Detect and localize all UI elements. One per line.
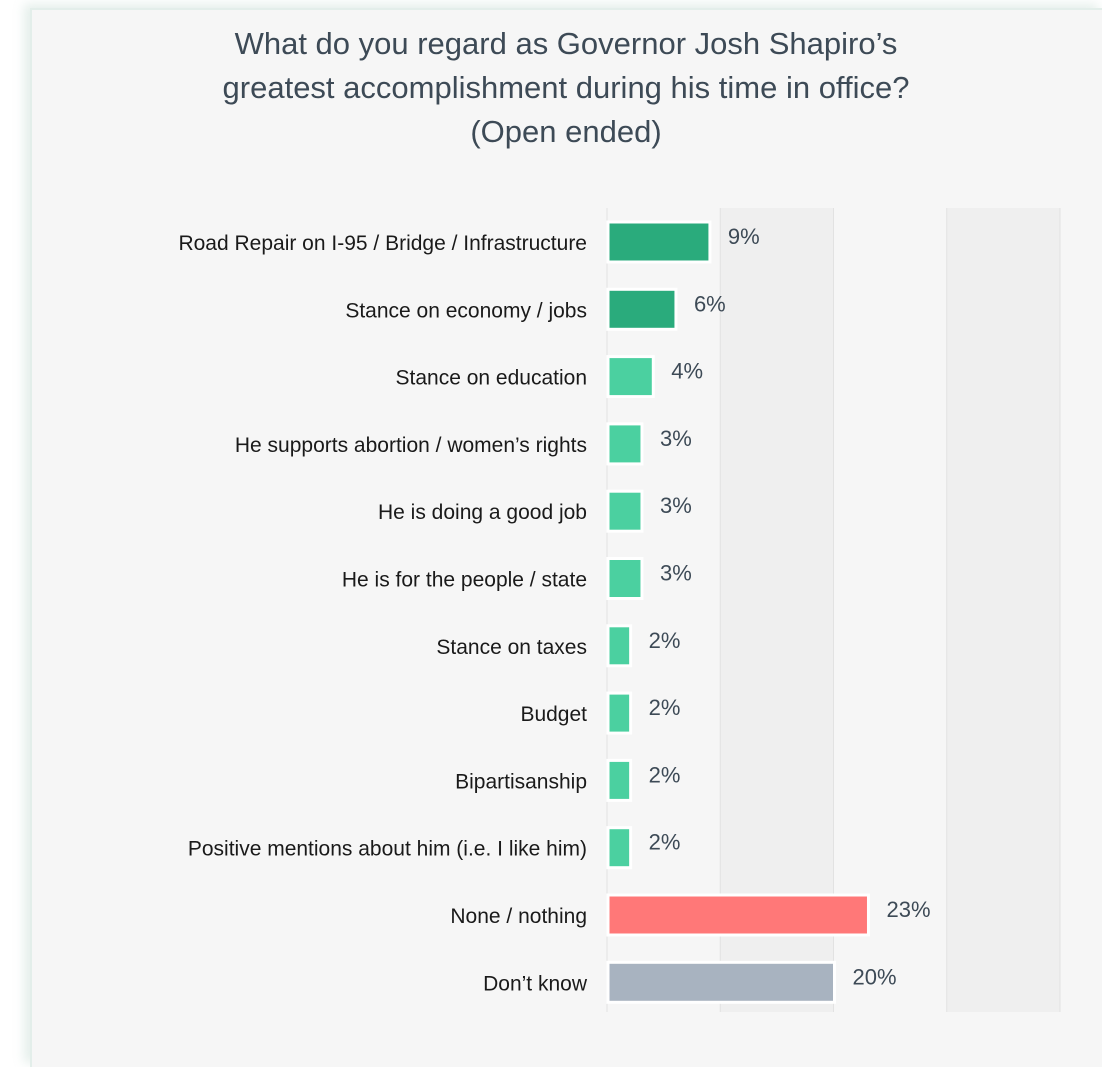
category-label: He is doing a good job — [378, 501, 587, 524]
plot-band — [720, 208, 834, 1012]
bar — [606, 826, 633, 870]
bar — [606, 489, 644, 533]
value-labels: 9% 6% 4% 3% 3% 3% 2% 2% 2% 2% 23% 20% — [649, 224, 931, 989]
bar — [606, 422, 644, 466]
bar — [606, 220, 712, 264]
chart-title: What do you regard as Governor Josh Shap… — [30, 22, 1102, 154]
value-label: 6% — [694, 291, 726, 316]
value-label: 23% — [886, 897, 930, 922]
category-label: Stance on education — [396, 367, 587, 390]
category-label: Budget — [520, 703, 587, 726]
title-line-1: What do you regard as Governor Josh Shap… — [234, 26, 898, 61]
value-label: 20% — [853, 964, 897, 989]
category-label: Stance on taxes — [436, 636, 587, 659]
category-label: Don’t know — [483, 972, 588, 995]
category-label: He is for the people / state — [342, 569, 587, 592]
bar — [606, 624, 633, 668]
category-label: He supports abortion / women’s rights — [235, 434, 587, 457]
value-label: 2% — [649, 830, 681, 855]
value-label: 2% — [649, 762, 681, 787]
category-label: Road Repair on I-95 / Bridge / Infrastru… — [178, 232, 587, 255]
title-line-3: (Open ended) — [470, 114, 662, 149]
chart-card — [30, 8, 1102, 1067]
value-label: 3% — [660, 426, 692, 451]
value-label: 2% — [649, 695, 681, 720]
bar — [606, 893, 870, 937]
title-line-2: greatest accomplishment during his time … — [222, 70, 910, 105]
value-label: 9% — [728, 224, 760, 249]
bar — [606, 287, 678, 331]
category-label: None / nothing — [450, 905, 587, 928]
bar — [606, 691, 633, 735]
bar — [606, 557, 644, 600]
value-label: 4% — [671, 359, 703, 384]
category-labels: Road Repair on I-95 / Bridge / Infrastru… — [178, 232, 587, 995]
value-label: 3% — [660, 561, 692, 586]
value-label: 3% — [660, 493, 692, 518]
category-label: Stance on economy / jobs — [345, 299, 587, 322]
bar — [606, 960, 836, 1004]
value-label: 2% — [649, 628, 681, 653]
category-label: Bipartisanship — [455, 770, 587, 793]
bar — [606, 355, 655, 399]
gridlines — [606, 208, 1061, 1012]
plot-background — [720, 208, 1060, 1012]
category-label: Positive mentions about him (i.e. I like… — [188, 838, 587, 861]
bar — [606, 758, 633, 802]
bars — [606, 220, 870, 1004]
plot-band — [946, 208, 1060, 1012]
